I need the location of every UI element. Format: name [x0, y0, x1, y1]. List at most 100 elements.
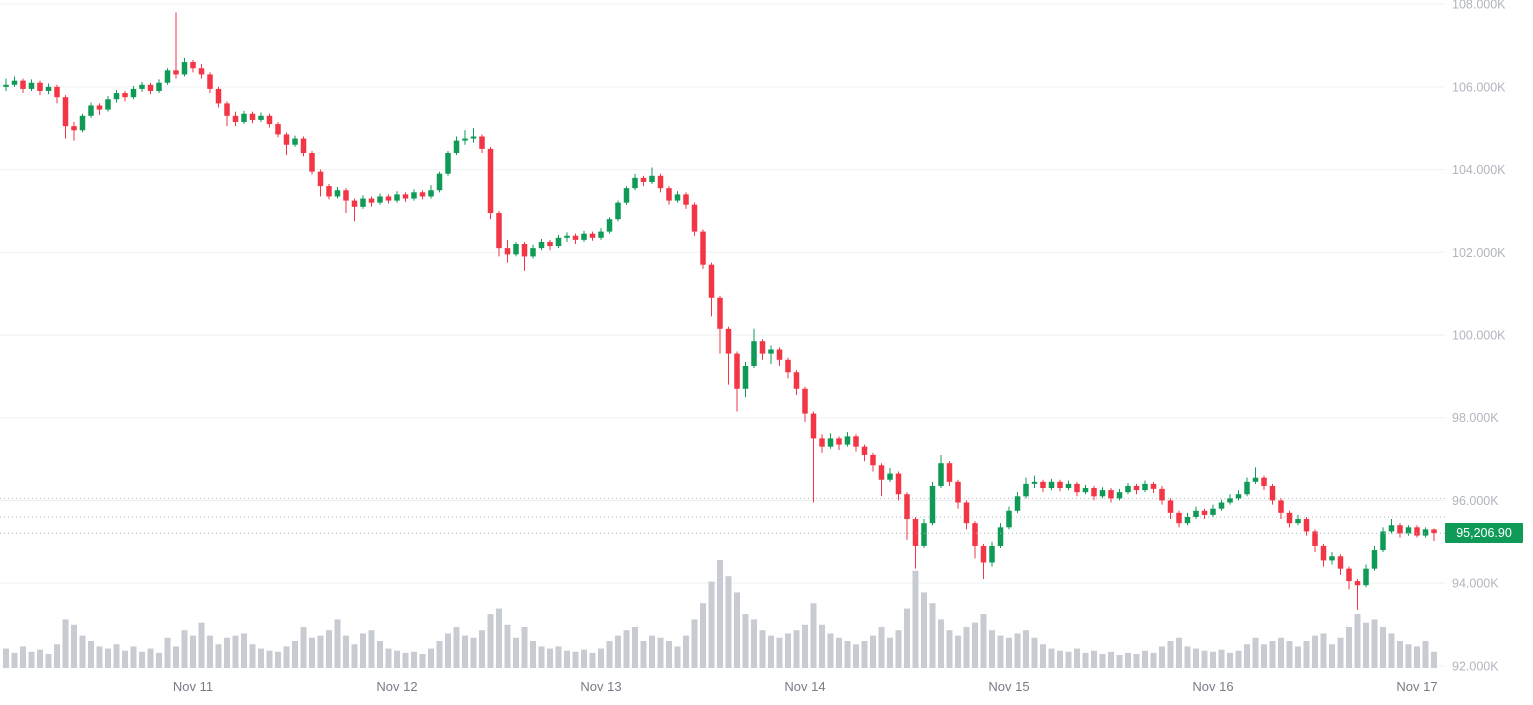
candle-body [147, 84, 154, 91]
volume-bar [1286, 641, 1293, 668]
candle-body [589, 233, 596, 238]
volume-bar [224, 637, 230, 668]
candle-body [164, 70, 171, 83]
volume-bar [309, 637, 315, 668]
candle-body [207, 74, 213, 89]
volume-bar [955, 635, 961, 668]
chart-pane[interactable] [0, 0, 1445, 672]
volume-bar [768, 635, 774, 668]
candle-body [666, 188, 672, 201]
volume-bar [649, 635, 655, 668]
volume-bar [190, 635, 196, 668]
candle-body [224, 103, 230, 116]
price-scale[interactable] [1445, 0, 1533, 672]
volume-bar [241, 633, 247, 668]
volume-bar [1159, 646, 1165, 668]
candle-body [462, 138, 468, 141]
volume-bar [368, 630, 375, 668]
volume-bar [394, 650, 400, 668]
volume-bar [921, 592, 927, 668]
candle-body [445, 153, 451, 174]
volume-bar [1422, 641, 1429, 668]
volume-bar [1261, 644, 1267, 668]
candle-body [1006, 510, 1012, 528]
candle-body [215, 88, 222, 104]
candle-body [683, 194, 689, 205]
volume-bar [997, 635, 1004, 668]
volume-bar [37, 649, 43, 668]
volume-bar [1295, 646, 1301, 668]
volume-bar [598, 648, 604, 668]
candle-body [496, 212, 502, 249]
candle-body [819, 438, 825, 447]
time-axis-label: Nov 12 [376, 679, 417, 694]
volume-bar [989, 630, 995, 668]
volume-bar [300, 626, 307, 668]
last-price-value: 95,206.90 [1456, 526, 1512, 541]
price-axis-label: 102.000K [1452, 246, 1506, 260]
candle-body [555, 237, 562, 247]
candle-body [700, 231, 706, 265]
candle-body [946, 463, 953, 482]
candle-body [37, 82, 43, 91]
candle-body [870, 454, 876, 466]
candle-body [564, 235, 570, 238]
volume-bar [521, 626, 528, 668]
time-axis-label: Nov 15 [988, 679, 1029, 694]
candle-body [1422, 529, 1429, 536]
time-axis-label: Nov 11 [173, 679, 213, 694]
candle-body [1261, 477, 1267, 486]
candle-body [827, 438, 834, 447]
volume-bar [691, 619, 698, 668]
volume-bar [428, 648, 434, 668]
candle-body [28, 82, 35, 89]
volume-bar [1329, 644, 1335, 668]
candle-body [904, 494, 910, 520]
volume-bar [198, 622, 205, 668]
volume-bar [317, 635, 324, 668]
candle-body [717, 297, 723, 329]
candle-body [751, 341, 757, 367]
candle-body [1048, 481, 1055, 489]
volume-bar [1176, 637, 1182, 668]
time-axis-label: Nov 16 [1192, 679, 1233, 694]
volume-bar [1227, 652, 1233, 668]
time-axis-label: Nov 14 [784, 679, 825, 694]
candle-body [1210, 508, 1216, 515]
volume-bar [836, 637, 842, 668]
volume-bar [1125, 652, 1131, 668]
volume-bar [819, 624, 825, 668]
volume-bar [215, 644, 222, 668]
volume-bar [853, 644, 859, 668]
candle-body [836, 438, 842, 445]
volume-bar [938, 619, 944, 668]
volume-bar [470, 637, 477, 668]
volume-bar [62, 619, 69, 668]
candle-body [1176, 512, 1182, 524]
candle-body [929, 485, 936, 524]
volume-bar [1057, 650, 1063, 668]
volume-bar [1337, 637, 1344, 668]
candle-body [572, 235, 579, 240]
volume-bar [496, 608, 502, 668]
candle-body [45, 86, 52, 91]
volume-bar [445, 633, 451, 668]
time-scale[interactable] [0, 672, 1445, 705]
volume-bar [1150, 652, 1157, 668]
volume-bar [1074, 648, 1080, 668]
volume-bar [54, 644, 60, 668]
candle-body [538, 241, 545, 249]
volume-bar [572, 651, 579, 668]
price-axis-label: 92.000K [1452, 659, 1499, 673]
volume-bar [1414, 646, 1420, 668]
volume-bar [1354, 614, 1361, 668]
candle-body [190, 62, 196, 69]
candle-body [1014, 496, 1021, 511]
candle-body [105, 99, 111, 110]
volume-bar [1006, 637, 1012, 668]
volume-bar [1397, 641, 1403, 668]
volume-bar [1431, 651, 1437, 668]
candle-body [20, 80, 26, 89]
